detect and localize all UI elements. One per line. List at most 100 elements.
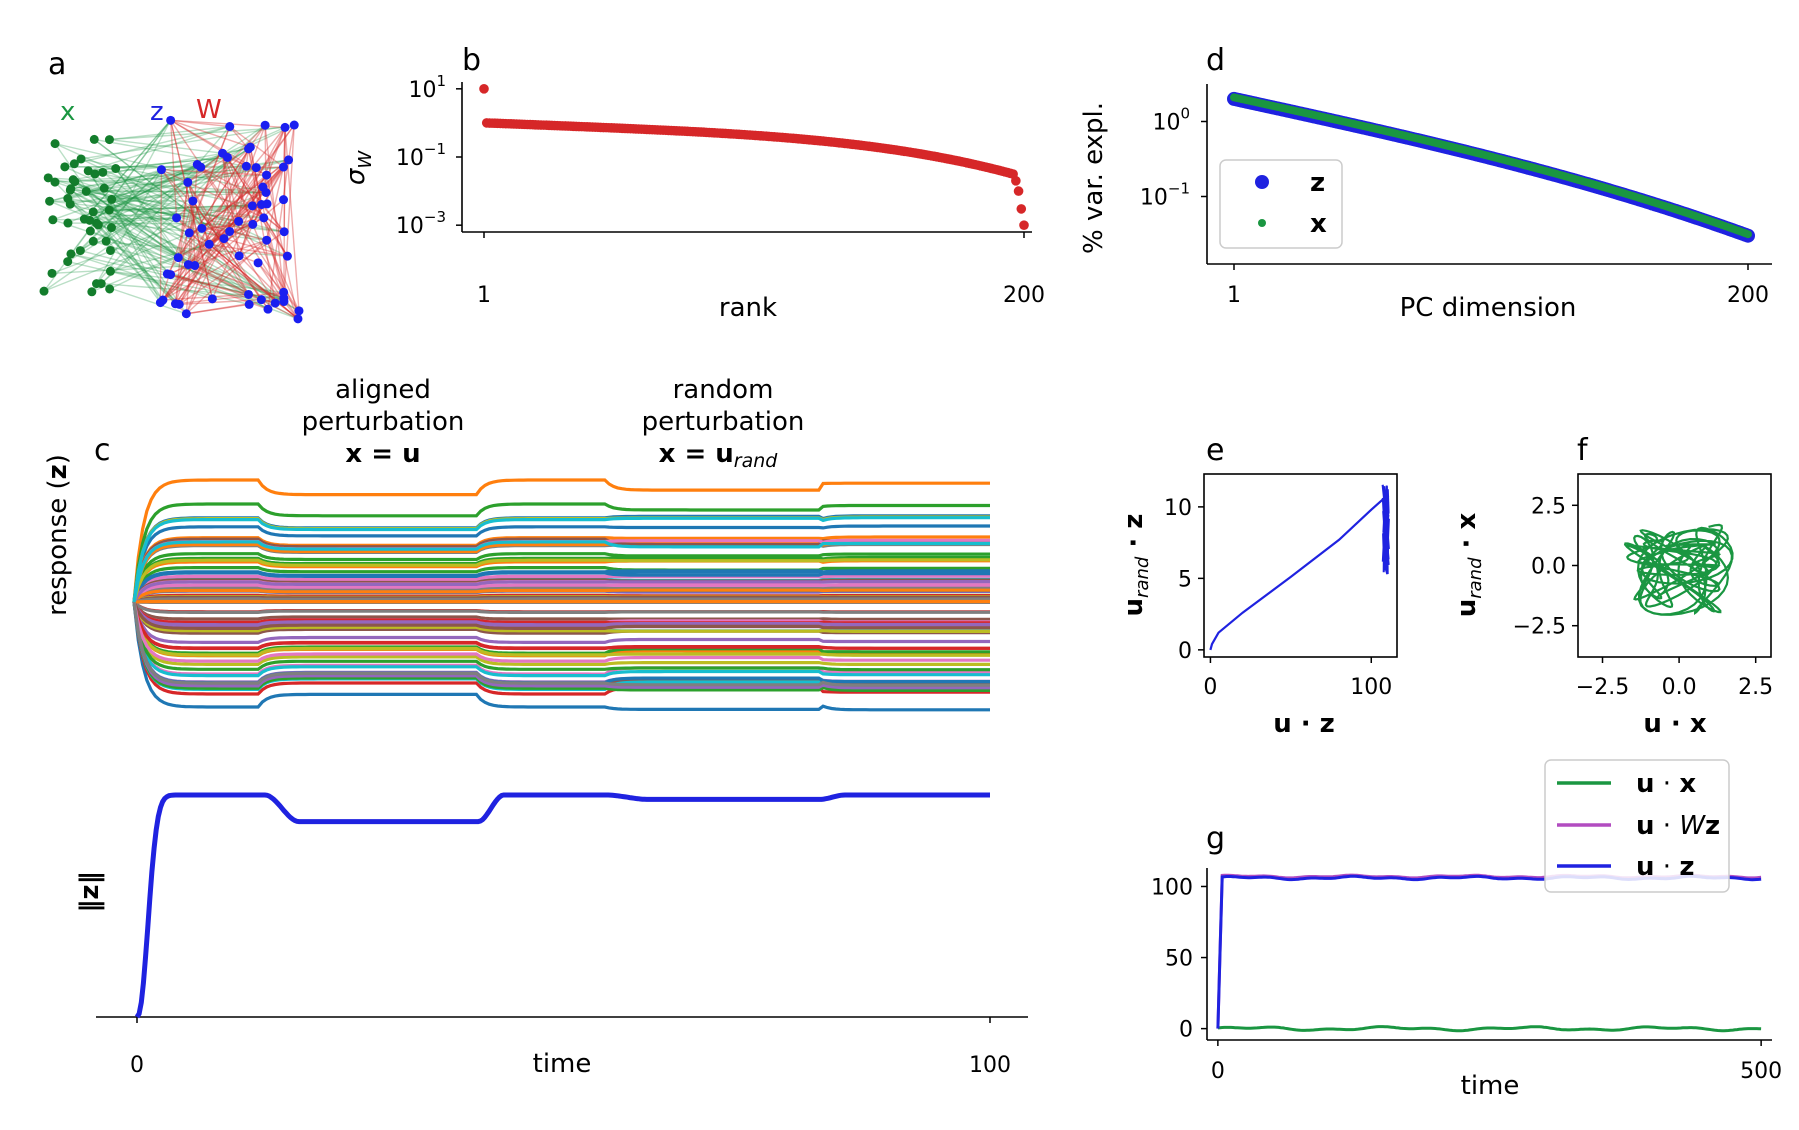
node-z <box>244 299 254 309</box>
edge-x-z <box>70 181 188 205</box>
annotation-random-line1: random <box>673 375 774 405</box>
edge-w <box>169 120 214 300</box>
edge-w <box>208 243 299 320</box>
edge-w <box>221 152 285 233</box>
node-x <box>90 169 100 179</box>
edge-w <box>175 291 284 305</box>
annotation-aligned: aligned perturbation x = u <box>302 375 465 469</box>
edge-x-z <box>105 119 172 242</box>
ytick-label: 10−1 <box>396 140 446 171</box>
network-label-x: x <box>60 97 75 127</box>
ytick-label: −2.5 <box>1513 615 1566 640</box>
chart-d: 100 10−1 1 200 PC dimension % var. expl. z… <box>1079 84 1772 323</box>
edge-x-z <box>49 200 239 223</box>
node-x <box>87 287 97 297</box>
network-label-w: W <box>196 95 222 125</box>
chart-d-xlabel: PC dimension <box>1400 293 1577 323</box>
edge-w <box>194 264 285 299</box>
node-x <box>98 167 108 177</box>
edge-w <box>187 205 253 266</box>
edge-w <box>221 153 240 256</box>
edge-w <box>169 120 178 218</box>
chart-e-cluster <box>1381 484 1390 575</box>
node-z <box>257 200 267 210</box>
edge-w <box>178 167 257 305</box>
edge-w <box>229 230 267 241</box>
edge-w <box>200 166 285 233</box>
edge-w <box>170 119 247 167</box>
ytick-label: 0.0 <box>1531 555 1566 580</box>
edge-x-z <box>109 203 262 211</box>
edge-x-z <box>98 181 189 226</box>
edge-x-z <box>83 119 172 220</box>
response-line <box>132 588 990 604</box>
edge-w <box>192 200 196 266</box>
edge-x-z <box>109 138 223 154</box>
chart-e-xlabel: u · z <box>1273 709 1335 739</box>
chart-c-bottom-xlabel: time <box>533 1049 592 1079</box>
node-z <box>196 162 206 172</box>
ytick-label: 100 <box>1151 875 1193 900</box>
edge-x-z <box>111 163 198 201</box>
response-line <box>132 558 990 603</box>
edge-w <box>208 205 253 245</box>
edge-w <box>251 167 257 206</box>
edge-w <box>223 127 286 239</box>
edge-w <box>263 217 285 299</box>
edge-w <box>221 153 240 222</box>
node-z <box>262 235 272 245</box>
edge-x-z <box>84 203 268 220</box>
edge-x-z <box>72 179 179 259</box>
edge-w <box>282 127 286 168</box>
response-line <box>132 601 990 633</box>
node-x <box>88 236 98 246</box>
edge-w <box>266 239 299 320</box>
node-z <box>173 253 183 263</box>
node-x <box>68 175 78 185</box>
edge-w <box>287 124 295 161</box>
edge-x-z <box>111 186 263 201</box>
edge-x-z <box>101 282 284 299</box>
edge-x-z <box>72 179 189 266</box>
node-z <box>279 227 289 237</box>
ytick-label: 10−1 <box>1140 180 1190 211</box>
edge-x-z <box>52 217 177 221</box>
ytick-label: 10−3 <box>396 208 446 239</box>
edge-w <box>177 203 262 259</box>
edge-x-z <box>54 143 164 301</box>
edge-x-z <box>110 243 210 272</box>
edge-w <box>174 264 190 305</box>
xtick-label: 200 <box>1727 283 1769 308</box>
edge-x-z <box>103 187 285 303</box>
xtick-label: 0 <box>1203 675 1217 700</box>
edge-w <box>188 263 249 296</box>
node-z <box>181 309 191 319</box>
edge-x-z <box>54 181 176 305</box>
edge-x-z <box>96 203 262 224</box>
edge-w <box>192 200 269 310</box>
xtick-label: 100 <box>969 1053 1011 1078</box>
edge-x-z <box>54 142 267 241</box>
edge-x-z <box>111 203 268 229</box>
edge-x-z <box>111 191 267 201</box>
edge-x-z <box>74 181 172 276</box>
chart-g: 0 500 0 50 100 time u · x u · Wz u · z <box>1151 759 1782 1101</box>
edge-w <box>185 231 231 315</box>
edge-w <box>174 182 189 304</box>
node-z <box>279 297 289 307</box>
edge-w <box>237 148 250 222</box>
node-z <box>219 234 229 244</box>
edge-w <box>211 127 286 300</box>
chart-e-frame <box>1203 473 1398 658</box>
chart-f-trajectory <box>1623 523 1734 616</box>
xtick-label: 0.0 <box>1662 675 1697 700</box>
node-z <box>256 295 266 305</box>
edge-w <box>178 243 210 305</box>
node-z <box>166 115 176 125</box>
edge-w <box>188 126 231 234</box>
ytick-label: 0 <box>1178 639 1192 664</box>
xtick-label: 500 <box>1740 1059 1782 1084</box>
edge-w <box>185 239 268 315</box>
chart-b: 101 10−1 10−3 1 200 rank σW <box>341 72 1045 323</box>
edge-w <box>159 124 295 304</box>
